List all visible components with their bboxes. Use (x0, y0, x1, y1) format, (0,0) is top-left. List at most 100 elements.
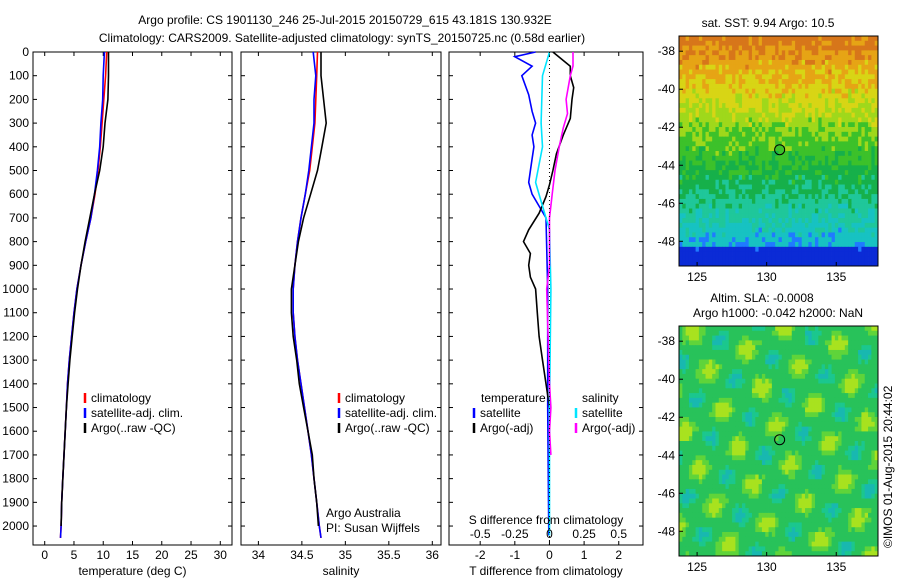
map-cell (735, 256, 740, 262)
map-cell (679, 261, 683, 267)
map-cell (868, 261, 872, 267)
map-cell (765, 388, 769, 394)
map-cell (805, 93, 809, 99)
map-cell (685, 218, 690, 224)
map-cell (805, 127, 809, 133)
map-cell (871, 218, 876, 224)
map-cell (868, 40, 872, 46)
map-cell (751, 222, 756, 229)
map-cell (738, 326, 743, 332)
map-cell (841, 194, 846, 200)
map-cell (722, 242, 726, 248)
map-cell (715, 445, 720, 451)
map-cell (795, 69, 799, 75)
map-cell (765, 174, 769, 181)
map-cell (874, 436, 879, 442)
map-cell (761, 69, 766, 75)
map-cell (698, 122, 703, 128)
map-cell (858, 251, 862, 257)
map-cell (868, 170, 872, 176)
map-cell (732, 55, 736, 61)
map-cell (715, 256, 720, 262)
map-cell (692, 436, 696, 442)
map-cell (821, 222, 826, 229)
map-cell (834, 194, 839, 200)
map-cell (768, 88, 773, 94)
map-cell (808, 479, 813, 485)
map-cell (824, 237, 829, 243)
map-cell (738, 340, 743, 346)
map-cell (778, 237, 783, 243)
map-cell (838, 112, 842, 118)
map-cell (728, 227, 733, 233)
map-cell (728, 179, 733, 185)
map-cell (725, 237, 730, 243)
map-cell (765, 326, 769, 332)
map-cell (702, 127, 706, 133)
map-cell (808, 151, 813, 157)
map-cell (702, 55, 706, 61)
map-cell (698, 107, 703, 114)
map-cell (761, 251, 766, 257)
map-cell (801, 388, 806, 394)
map-cell (864, 69, 869, 75)
map-cell (864, 59, 869, 66)
map-cell (831, 232, 836, 238)
map-cell (761, 340, 766, 346)
map-cell (688, 131, 693, 138)
map-cell (868, 55, 872, 61)
map-cell (874, 349, 879, 356)
map-cell (838, 227, 842, 233)
map-cell (834, 64, 839, 70)
map-cell (742, 184, 746, 190)
map-cell (682, 431, 687, 437)
map-cell (768, 79, 773, 85)
map-cell (715, 103, 720, 109)
map-cell (695, 112, 700, 118)
map-cell (735, 83, 740, 90)
map-cell (848, 237, 852, 243)
map-cell (682, 393, 687, 399)
map-cell (768, 488, 773, 495)
map-cell (738, 227, 743, 233)
map-cell (871, 417, 876, 423)
map-cell (821, 203, 826, 209)
map-cell (755, 117, 759, 123)
map-cell (775, 88, 779, 94)
map-cell (775, 484, 779, 490)
map-cell (871, 431, 876, 437)
map-cell (858, 83, 862, 90)
map-cell (871, 364, 876, 370)
map-cell (841, 261, 846, 267)
map-cell (685, 45, 690, 51)
map-cell (814, 364, 819, 370)
map-cell (851, 222, 856, 229)
map-cell (722, 127, 726, 133)
map-cell (698, 194, 703, 200)
map-cell (751, 378, 756, 384)
map-cell (808, 131, 813, 138)
map-cell (805, 251, 809, 257)
map-cell (692, 397, 696, 404)
map-cell (695, 74, 700, 80)
map-cell (868, 469, 872, 475)
map-cell (712, 378, 716, 384)
map-cell (808, 455, 813, 461)
map-cell (778, 64, 783, 70)
map-cell (801, 464, 806, 471)
map-cell (858, 469, 862, 475)
map-cell (828, 335, 832, 341)
map-cell (805, 426, 809, 432)
map-cell (814, 222, 819, 229)
map-cell (735, 436, 740, 442)
map-cell (805, 208, 809, 214)
map-cell (788, 74, 793, 80)
map-cell (788, 261, 793, 267)
map-cell (831, 484, 836, 490)
map-cell (742, 227, 746, 233)
map-cell (821, 340, 826, 346)
map-cell (781, 213, 786, 219)
map-cell (808, 412, 813, 418)
map-cell (702, 369, 706, 375)
